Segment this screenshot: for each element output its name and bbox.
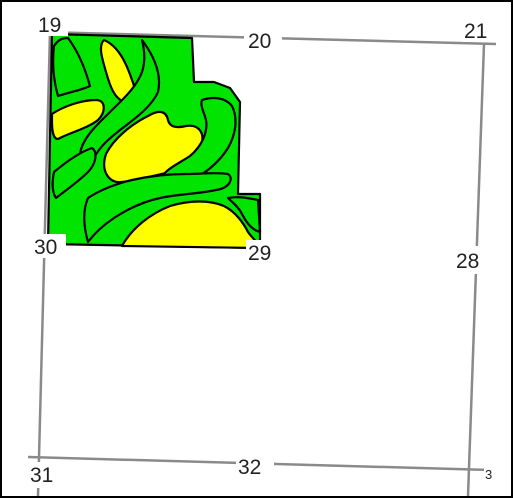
section-label-21: 21: [464, 20, 487, 43]
soil-boundary-3: [51, 146, 97, 200]
section-label-32: 32: [238, 456, 261, 479]
soil-boundary-6: [226, 196, 262, 234]
section-label-20: 20: [248, 30, 271, 53]
soil-boundary-1: [52, 36, 92, 98]
section-labels: 19 20 21 28 29 30 31 32 3: [26, 14, 502, 488]
section-label-33: 3: [485, 467, 492, 482]
section-line-west: [36, 31, 52, 496]
soil-boundary-5: [83, 172, 232, 244]
soil-unit-yellow-2: [50, 98, 105, 140]
section-label-30: 30: [34, 236, 57, 259]
section-label-19: 19: [38, 14, 61, 37]
soil-unit-yellow-4: [120, 200, 262, 250]
section-label-31: 31: [30, 464, 53, 487]
section-label-29: 29: [248, 242, 271, 265]
section-label-28: 28: [456, 250, 479, 273]
soil-field[interactable]: [46, 32, 262, 250]
